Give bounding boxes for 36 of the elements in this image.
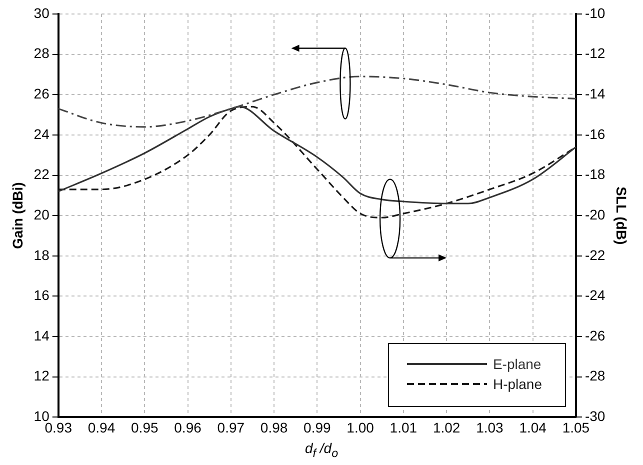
y2-tick-label: -24 (584, 287, 606, 304)
y2-tick-label: -20 (584, 206, 606, 222)
x-tick-label: 0.97 (217, 419, 245, 436)
y2-axis-title: SLL (dB) (614, 186, 630, 245)
y-tick-label: 22 (34, 166, 50, 182)
y-tick-label: 14 (34, 327, 50, 344)
y2-tick-label: -16 (584, 126, 606, 142)
x-tick-label: 1.01 (390, 419, 418, 436)
y2-tick-label: -12 (584, 45, 606, 62)
y-tick-label: 24 (34, 126, 50, 142)
x-tick-label: 0.98 (260, 419, 288, 436)
y-tick-label: 12 (34, 368, 50, 384)
x-tick-label: 0.95 (131, 419, 158, 436)
x-tick-label: 1.02 (432, 419, 460, 436)
x-axis-title: d$_{f}$ /d$_{o}$ (304, 440, 340, 460)
y-tick-label: 30 (34, 4, 50, 21)
y2-tick-label: -14 (584, 86, 606, 102)
x-tick-label: 1.03 (476, 419, 504, 436)
y2-tick-label: -26 (584, 327, 606, 344)
x-tick-label: 0.94 (88, 419, 116, 436)
y-tick-label: 26 (34, 86, 50, 102)
x-tick-label: 0.99 (304, 419, 332, 436)
x-tick-label: 1.04 (519, 419, 547, 436)
y2-tick-label: -28 (584, 368, 606, 384)
y-tick-label: 28 (34, 45, 50, 62)
x-tick-label: 0.96 (174, 419, 202, 436)
y2-tick-label: -10 (584, 4, 606, 21)
y2-tick-label: -18 (584, 166, 606, 182)
legend: E-plane H-plane (388, 343, 566, 408)
y-tick-label: 16 (34, 287, 50, 304)
y-tick-label: 20 (34, 206, 50, 222)
y-tick-label: 18 (34, 246, 50, 263)
y-axis-title: Gain (dBi) (9, 182, 26, 250)
x-tick-label: 1.00 (346, 419, 374, 436)
y2-tick-label: -22 (584, 246, 606, 263)
line-series (58, 76, 576, 128)
